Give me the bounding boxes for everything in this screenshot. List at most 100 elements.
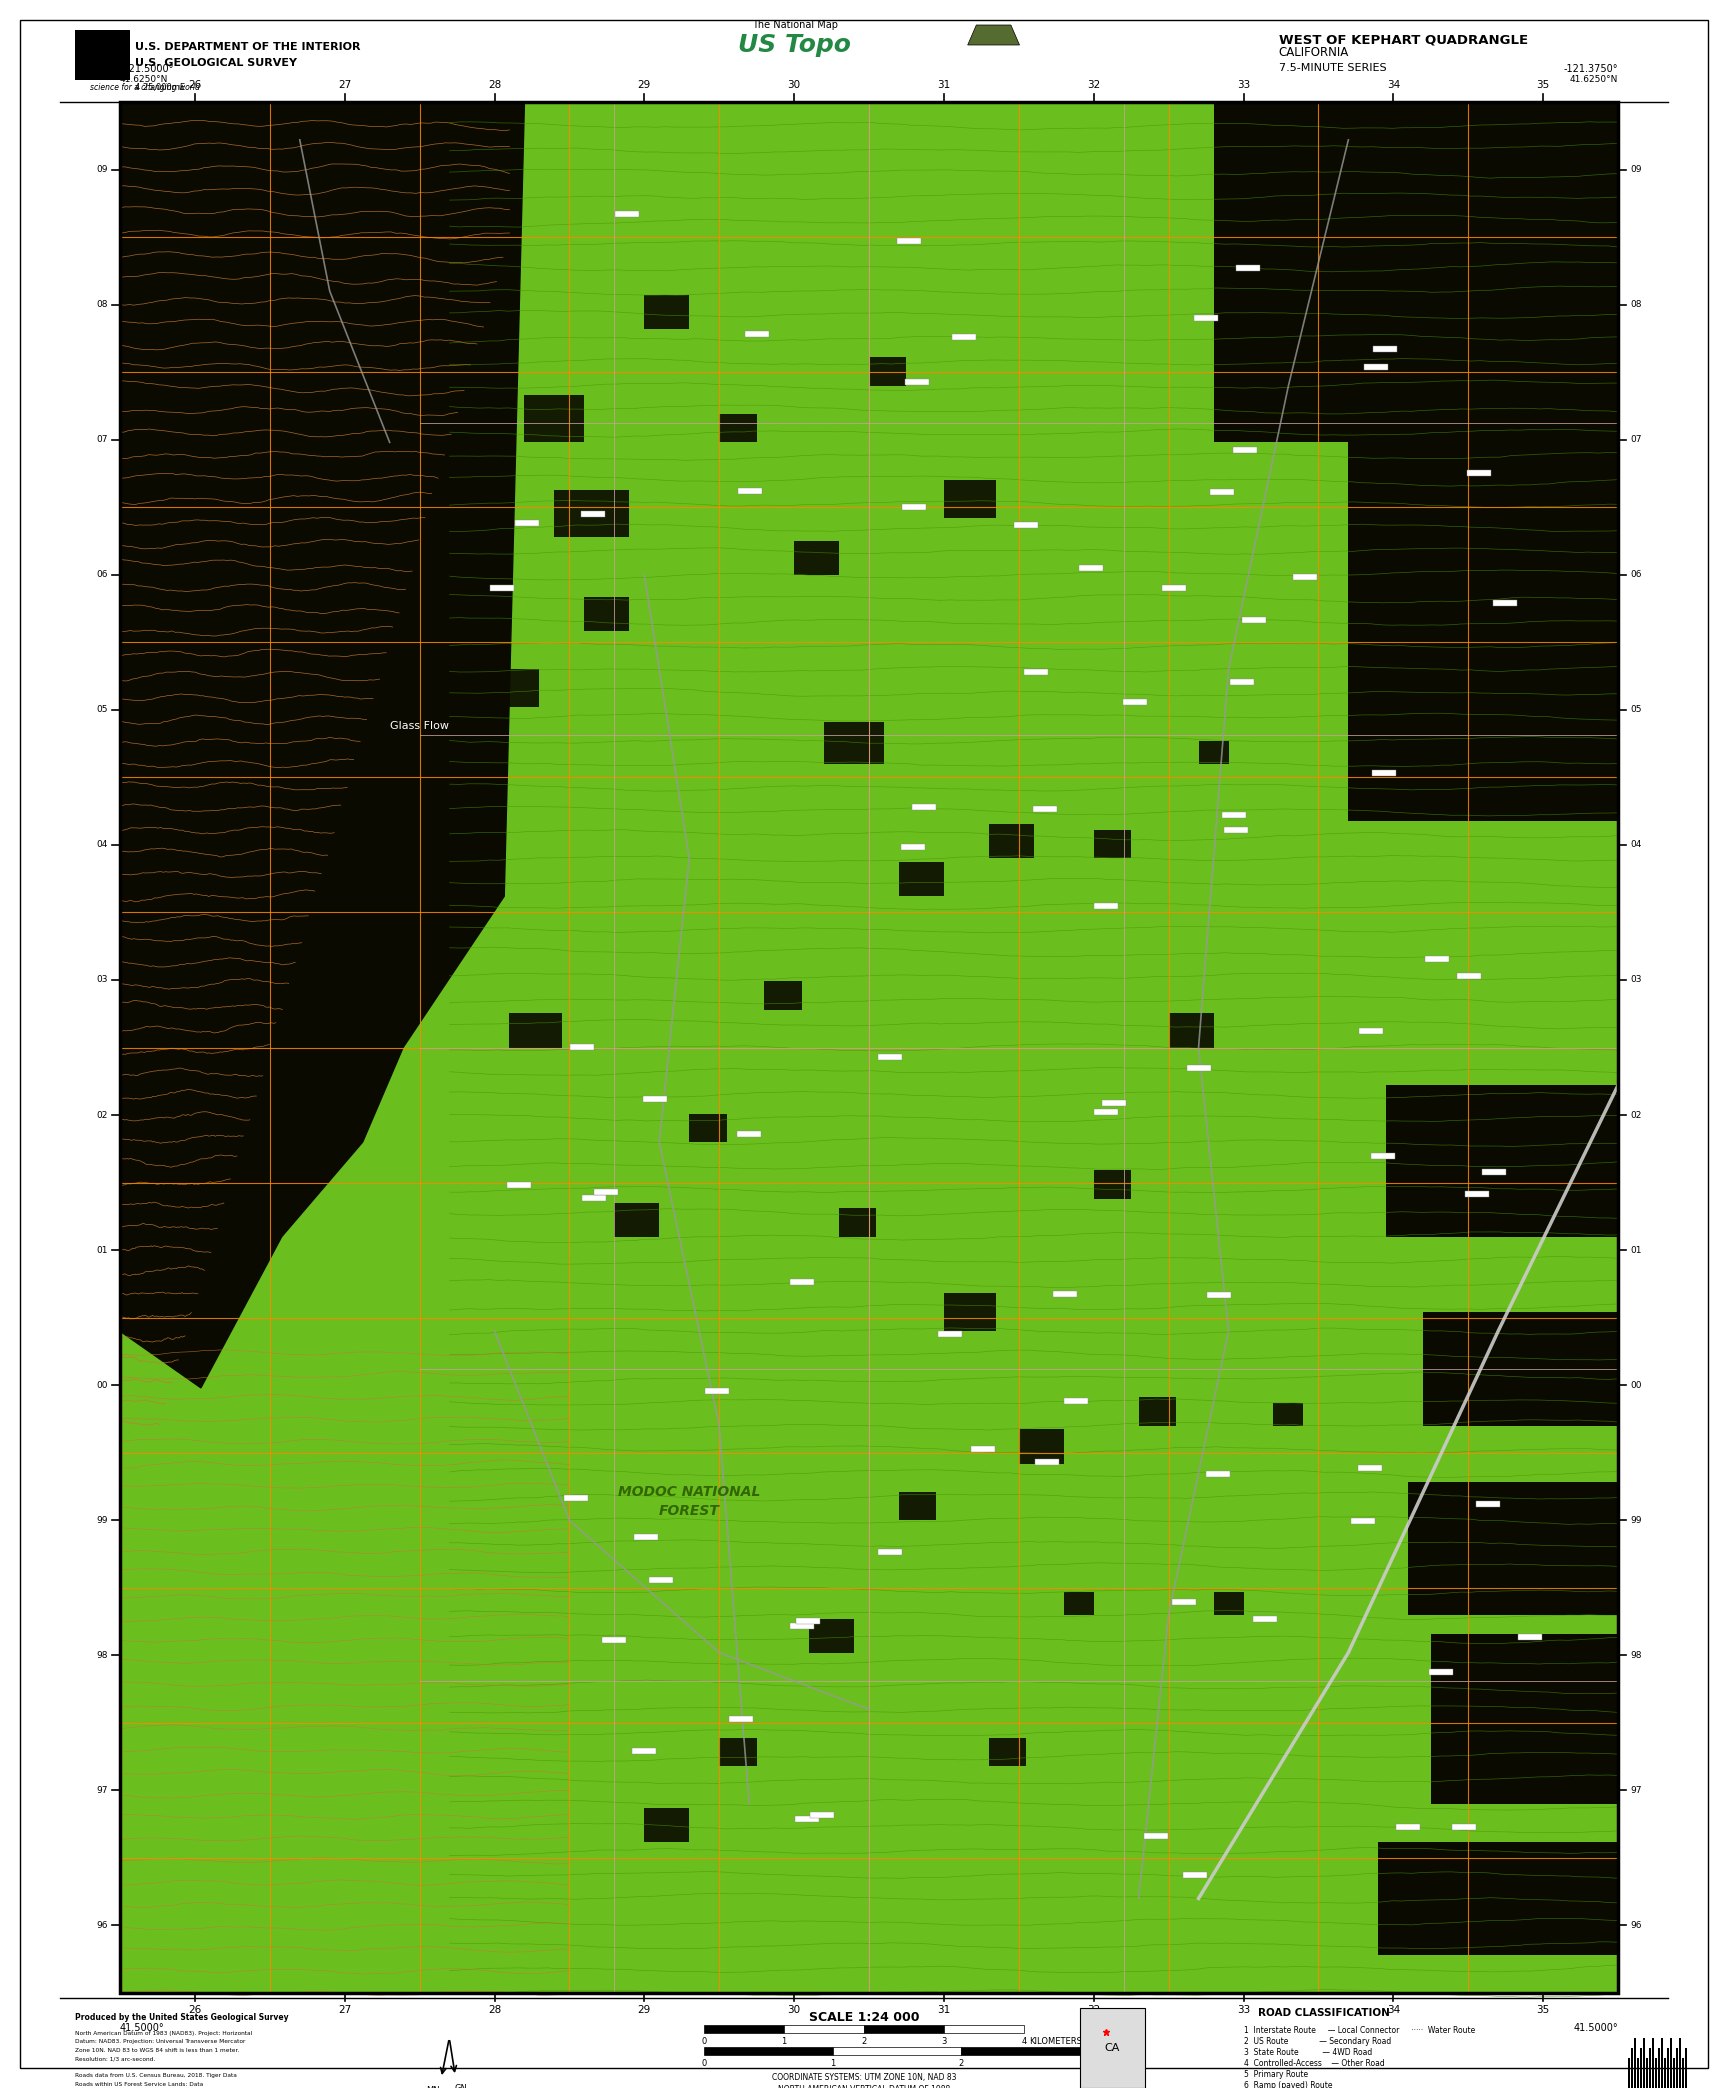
Text: 28: 28	[487, 79, 501, 90]
Text: -121.3750°: -121.3750°	[1564, 65, 1617, 73]
Bar	[797, 1618, 819, 1624]
Text: 09: 09	[1630, 165, 1642, 173]
Text: 0: 0	[702, 2059, 707, 2067]
Text: 0: 0	[702, 2038, 707, 2046]
Text: 33: 33	[1237, 2004, 1249, 2015]
Bar	[1223, 827, 1248, 833]
Bar	[738, 489, 762, 495]
Bar	[1424, 1311, 1617, 1426]
Text: CA: CA	[1104, 2042, 1120, 2053]
Bar	[899, 862, 943, 896]
Bar	[1163, 585, 1185, 591]
Text: 03: 03	[1630, 975, 1642, 983]
Bar	[1035, 1460, 1059, 1466]
Bar	[1206, 1472, 1230, 1478]
Bar	[790, 1278, 814, 1284]
Text: 32: 32	[1087, 2004, 1101, 2015]
Text: 01: 01	[1630, 1247, 1642, 1255]
Text: 4  Controlled-Access    — Other Road: 4 Controlled-Access — Other Road	[1244, 2059, 1384, 2067]
Bar	[581, 512, 605, 518]
Bar	[878, 1054, 902, 1061]
Bar	[795, 1817, 819, 1823]
Text: 27: 27	[339, 79, 351, 90]
Text: 2  US Route             — Secondary Road: 2 US Route — Secondary Road	[1244, 2038, 1391, 2046]
Bar	[449, 787, 494, 821]
Text: 05: 05	[1630, 706, 1642, 714]
Text: 4: 4	[1021, 2038, 1026, 2046]
Bar	[703, 2046, 833, 2055]
Bar	[1372, 770, 1396, 777]
Bar	[971, 1447, 995, 1451]
Text: 04: 04	[1630, 839, 1642, 850]
Text: 1: 1	[829, 2059, 835, 2067]
Text: ROAD CLASSIFICATION: ROAD CLASSIFICATION	[1258, 2009, 1389, 2017]
Bar	[632, 1748, 657, 1754]
Bar	[745, 330, 769, 336]
Bar	[603, 1637, 626, 1643]
Bar	[1213, 1593, 1244, 1614]
Bar	[634, 1535, 658, 1541]
Bar	[961, 2046, 1090, 2055]
Bar	[1080, 2009, 1146, 2088]
Text: 03: 03	[97, 975, 107, 983]
Bar	[864, 2025, 943, 2034]
Text: COORDINATE SYSTEMS: UTM ZONE 10N, NAD 83
NORTH AMERICAN VERTICAL DATUM OF 1988
(: COORDINATE SYSTEMS: UTM ZONE 10N, NAD 83…	[772, 2073, 956, 2088]
Bar	[1213, 102, 1617, 443]
Text: 04: 04	[97, 839, 107, 850]
Bar	[1094, 1109, 1118, 1115]
Text: 99: 99	[97, 1516, 107, 1524]
Bar	[1429, 1668, 1453, 1675]
Bar	[795, 541, 840, 574]
Bar	[833, 2046, 961, 2055]
Text: 02: 02	[97, 1111, 107, 1119]
Bar	[1025, 670, 1047, 674]
Text: Resolution: 1/3 arc-second.: Resolution: 1/3 arc-second.	[74, 2057, 156, 2061]
Text: MODOC NATIONAL
FOREST: MODOC NATIONAL FOREST	[619, 1485, 760, 1518]
Bar	[1517, 1635, 1541, 1641]
Bar	[689, 1113, 727, 1142]
Bar	[1457, 973, 1481, 979]
Bar	[1467, 470, 1491, 476]
Bar	[1187, 1065, 1211, 1071]
Bar	[1123, 699, 1147, 706]
Bar	[645, 1808, 689, 1842]
Text: 5  Primary Route: 5 Primary Route	[1244, 2069, 1308, 2080]
Text: 06: 06	[1630, 570, 1642, 578]
Text: Zone 10N. NAD 83 to WGS 84 shift is less than 1 meter.: Zone 10N. NAD 83 to WGS 84 shift is less…	[74, 2048, 238, 2053]
Bar	[420, 925, 456, 952]
Text: 05: 05	[97, 706, 107, 714]
Text: 41.6250°N: 41.6250°N	[119, 75, 168, 84]
Bar	[1365, 363, 1388, 370]
Bar	[943, 480, 997, 518]
Bar	[119, 102, 1617, 1994]
Text: 1: 1	[781, 2038, 786, 2046]
Text: 29: 29	[638, 79, 651, 90]
Text: 09: 09	[97, 165, 107, 173]
Bar	[1431, 1633, 1617, 1804]
Text: 1  Interstate Route     — Local Connector     ·····  Water Route: 1 Interstate Route — Local Connector ···…	[1244, 2025, 1476, 2036]
Bar	[1236, 265, 1260, 271]
Bar	[563, 1495, 588, 1501]
Bar	[1033, 806, 1058, 812]
Polygon shape	[968, 25, 1020, 46]
Bar	[785, 2025, 864, 2034]
Bar	[479, 670, 539, 708]
Bar	[904, 378, 928, 384]
Polygon shape	[119, 102, 525, 1389]
Bar	[615, 211, 639, 217]
Text: 3  State Route          — 4WD Road: 3 State Route — 4WD Road	[1244, 2048, 1372, 2057]
Bar	[615, 1203, 660, 1236]
Bar	[1452, 1825, 1476, 1829]
Bar	[1348, 443, 1617, 821]
Bar	[736, 1132, 760, 1138]
Bar	[1222, 812, 1246, 818]
Bar	[643, 1096, 667, 1102]
Text: 99: 99	[1630, 1516, 1642, 1524]
Text: 31: 31	[937, 79, 950, 90]
Bar	[938, 1330, 962, 1336]
Bar	[1064, 1593, 1094, 1614]
Text: 29: 29	[638, 2004, 651, 2015]
Bar	[1199, 741, 1229, 764]
Bar	[1094, 1171, 1132, 1199]
Bar	[74, 29, 130, 79]
